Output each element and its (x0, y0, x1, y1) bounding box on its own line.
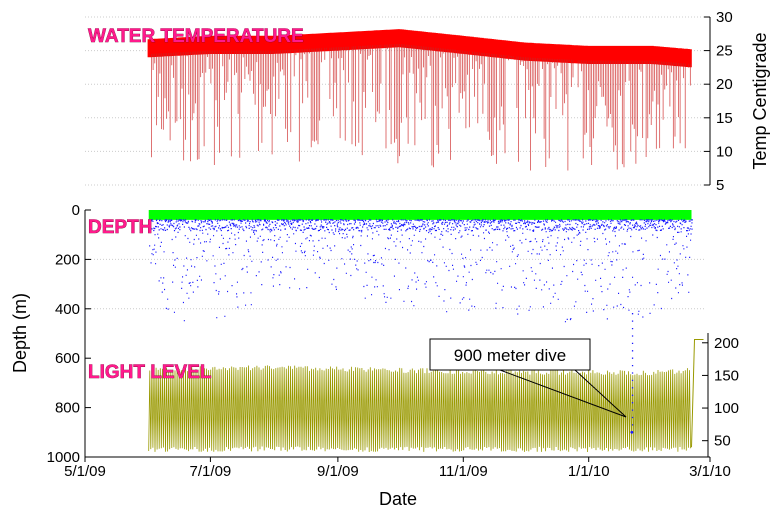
temperature-tick-label: 25 (716, 43, 733, 60)
x-tick-label: 11/1/09 (439, 463, 488, 480)
temperature-tick-label: 20 (716, 76, 733, 93)
x-tick-label: 9/1/09 (317, 463, 359, 480)
depth-tick-label: 200 (55, 251, 80, 268)
x-tick-label: 1/1/10 (568, 463, 610, 480)
temperature-series (147, 29, 692, 171)
x-axis-ticks: 5/1/09 7/1/09 9/1/09 11/1/09 1/1/10 3/1/10 (64, 457, 731, 480)
temperature-axis-title: Temp Centigrade (750, 32, 770, 169)
annotation-arrow-1 (499, 369, 627, 418)
depth-panel-label: DEPTH (88, 217, 152, 238)
light-tick-label: 50 (714, 433, 731, 450)
x-axis: 5/1/09 7/1/09 9/1/09 11/1/09 1/1/10 3/1/10 Da… (64, 456, 731, 509)
light-panel-label: LIGHT LEVEL (88, 362, 212, 383)
annotation-arrow-2 (574, 369, 627, 418)
depth-surface-band (148, 210, 692, 220)
temperature-tick-label: 15 (716, 110, 733, 127)
depth-gridlines (85, 258, 705, 310)
light-series (148, 339, 704, 453)
depth-panel: 0 200 400 600 800 1000 DEPTH Depth (m) (10, 202, 705, 466)
x-axis-title: Date (379, 489, 417, 509)
temperature-tick-label: 5 (716, 177, 724, 194)
temperature-panel: 5 10 15 20 25 30 WATER TEMPERATURE Temp Centi… (85, 9, 770, 194)
light-tick-label: 200 (714, 335, 739, 352)
light-tick-label: 150 (714, 367, 739, 384)
annotation-900m-dive: 900 meter dive (429, 338, 627, 418)
depth-series (148, 210, 693, 434)
x-tick-label: 5/1/09 (64, 463, 106, 480)
depth-axis: 0 200 400 600 800 1000 (47, 202, 91, 466)
light-panel: 50 100 150 200 LIGHT LEVEL (88, 333, 739, 457)
light-axis: 50 100 150 200 (702, 335, 739, 450)
annotation-box (429, 338, 591, 371)
temperature-dive-spikes (151, 43, 691, 171)
depth-axis-title: Depth (m) (10, 293, 30, 373)
depth-tick-label: 400 (55, 301, 80, 318)
depth-tick-label: 600 (55, 350, 80, 367)
light-end-spike (691, 339, 704, 448)
temperature-surface-band (147, 29, 692, 68)
depth-dive-dots (148, 219, 693, 323)
light-tick-label: 100 (714, 400, 739, 417)
x-tick-label: 3/1/10 (689, 463, 731, 480)
depth-tick-label: 800 (55, 400, 80, 417)
deep-dive-point (630, 430, 634, 434)
temperature-tick-label: 10 (716, 143, 733, 160)
deep-dive-trace (631, 313, 634, 433)
annotation-text: 900 meter dive (454, 346, 566, 365)
temperature-axis: 5 10 15 20 25 30 (704, 9, 733, 194)
x-tick-label: 7/1/09 (190, 463, 232, 480)
temperature-tick-label: 30 (716, 9, 733, 26)
light-level-trace (148, 365, 691, 453)
depth-tick-label: 0 (72, 202, 80, 219)
temperature-panel-label: WATER TEMPERATURE (88, 26, 304, 47)
depth-tick-label: 1000 (47, 449, 80, 466)
